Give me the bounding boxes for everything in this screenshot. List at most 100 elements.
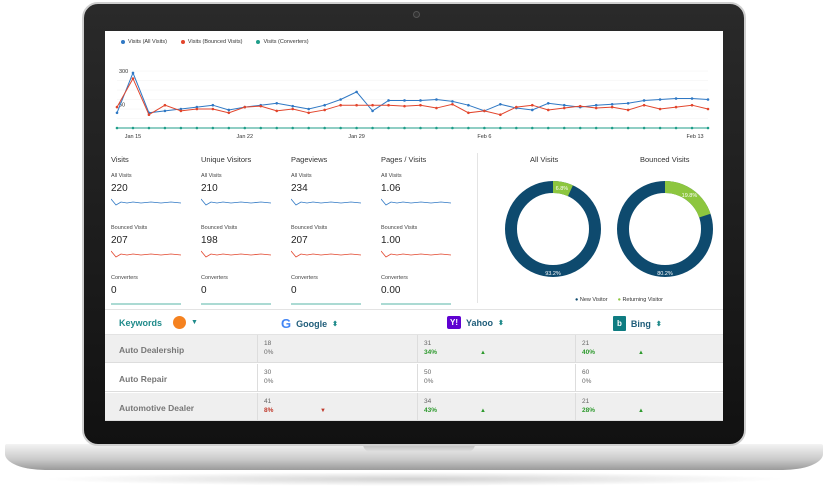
data-point[interactable] (578, 104, 582, 108)
data-point[interactable] (403, 104, 406, 108)
legend-item-returning-visitor[interactable]: ● Returning Visitor (617, 297, 663, 303)
data-point[interactable] (291, 104, 295, 108)
table-row[interactable]: Auto Dealership 18 0% 31 34% ▲ 21 40% ▲ (105, 335, 723, 363)
data-point[interactable] (195, 105, 199, 109)
data-point[interactable] (131, 126, 135, 130)
data-point[interactable] (690, 97, 694, 100)
data-point[interactable] (179, 107, 183, 111)
data-point[interactable] (211, 103, 215, 107)
data-point[interactable] (626, 126, 630, 130)
donut-slice-new[interactable] (505, 181, 601, 277)
data-point[interactable] (594, 126, 598, 130)
data-point[interactable] (626, 108, 630, 112)
data-point[interactable] (275, 102, 279, 105)
data-point[interactable] (323, 108, 326, 112)
data-point[interactable] (451, 126, 454, 130)
data-point[interactable] (147, 113, 151, 116)
data-point[interactable] (546, 126, 550, 130)
data-point[interactable] (530, 103, 534, 107)
data-point[interactable] (706, 126, 710, 130)
data-point[interactable] (163, 126, 167, 130)
data-point[interactable] (626, 102, 630, 105)
data-point[interactable] (562, 103, 566, 107)
data-point[interactable] (307, 111, 310, 115)
data-point[interactable] (211, 107, 215, 111)
data-point[interactable] (610, 126, 614, 130)
data-point[interactable] (339, 103, 342, 107)
data-point[interactable] (451, 100, 454, 103)
data-point[interactable] (307, 126, 310, 130)
data-point[interactable] (435, 126, 438, 130)
data-point[interactable] (435, 106, 438, 110)
data-point[interactable] (642, 126, 646, 130)
data-point[interactable] (467, 126, 470, 130)
data-point[interactable] (706, 107, 710, 111)
data-point[interactable] (546, 108, 550, 112)
data-point[interactable] (115, 126, 119, 130)
data-point[interactable] (515, 126, 518, 130)
data-point[interactable] (706, 98, 710, 101)
data-point[interactable] (179, 126, 183, 130)
donut-slice-returning[interactable] (505, 181, 601, 277)
data-point[interactable] (578, 126, 582, 130)
data-point[interactable] (642, 99, 646, 102)
data-point[interactable] (562, 126, 566, 130)
data-point[interactable] (499, 113, 502, 116)
data-point[interactable] (483, 109, 486, 113)
data-point[interactable] (195, 126, 199, 130)
data-point[interactable] (131, 77, 135, 80)
data-point[interactable] (530, 108, 534, 112)
data-point[interactable] (227, 111, 231, 115)
data-point[interactable] (179, 109, 183, 113)
data-point[interactable] (323, 103, 326, 107)
keywords-header[interactable]: Keywords ▼ (119, 316, 198, 329)
yahoo-header[interactable]: Y! Yahoo ⬍ (447, 316, 504, 329)
legend-item-all-visits[interactable]: Visits (All Visits) (121, 39, 167, 45)
data-point[interactable] (371, 103, 374, 107)
data-point[interactable] (419, 103, 422, 107)
data-point[interactable] (355, 103, 358, 107)
donut-slice-returning[interactable] (617, 181, 713, 277)
data-point[interactable] (211, 126, 215, 130)
data-point[interactable] (594, 103, 598, 107)
data-point[interactable] (243, 126, 247, 130)
data-point[interactable] (195, 107, 199, 111)
data-point[interactable] (467, 103, 470, 107)
data-point[interactable] (339, 98, 342, 101)
data-point[interactable] (387, 103, 390, 107)
data-point[interactable] (499, 126, 502, 130)
data-point[interactable] (658, 126, 662, 130)
data-point[interactable] (546, 102, 550, 105)
data-point[interactable] (163, 109, 167, 113)
data-point[interactable] (163, 103, 167, 107)
data-point[interactable] (403, 99, 406, 102)
table-row[interactable]: Automotive Dealer 41 8% ▼ 34 43% ▲ 21 28% ▲ (105, 393, 723, 421)
google-header[interactable]: G Google ⬍ (281, 316, 338, 331)
data-point[interactable] (387, 126, 390, 130)
data-point[interactable] (530, 126, 534, 130)
data-point[interactable] (483, 126, 486, 130)
data-point[interactable] (147, 126, 151, 130)
data-point[interactable] (259, 126, 263, 130)
data-point[interactable] (339, 126, 342, 130)
data-point[interactable] (419, 99, 422, 102)
data-point[interactable] (499, 102, 502, 106)
legend-item-new-visitor[interactable]: ● New Visitor (575, 297, 608, 303)
data-point[interactable] (387, 99, 390, 102)
data-point[interactable] (291, 107, 295, 111)
data-point[interactable] (275, 109, 279, 113)
data-point[interactable] (674, 105, 678, 109)
data-point[interactable] (131, 71, 135, 75)
data-point[interactable] (435, 98, 438, 101)
legend-item-bounced-visits[interactable]: Visits (Bounced Visits) (180, 39, 242, 45)
data-point[interactable] (227, 108, 231, 112)
data-point[interactable] (674, 126, 678, 130)
legend-item-converters[interactable]: Visits (Converters) (256, 39, 309, 45)
data-point[interactable] (594, 106, 598, 110)
data-point[interactable] (419, 126, 422, 130)
data-point[interactable] (355, 90, 358, 94)
data-point[interactable] (674, 97, 678, 100)
data-point[interactable] (610, 105, 614, 109)
data-point[interactable] (323, 126, 326, 130)
data-point[interactable] (658, 98, 662, 101)
